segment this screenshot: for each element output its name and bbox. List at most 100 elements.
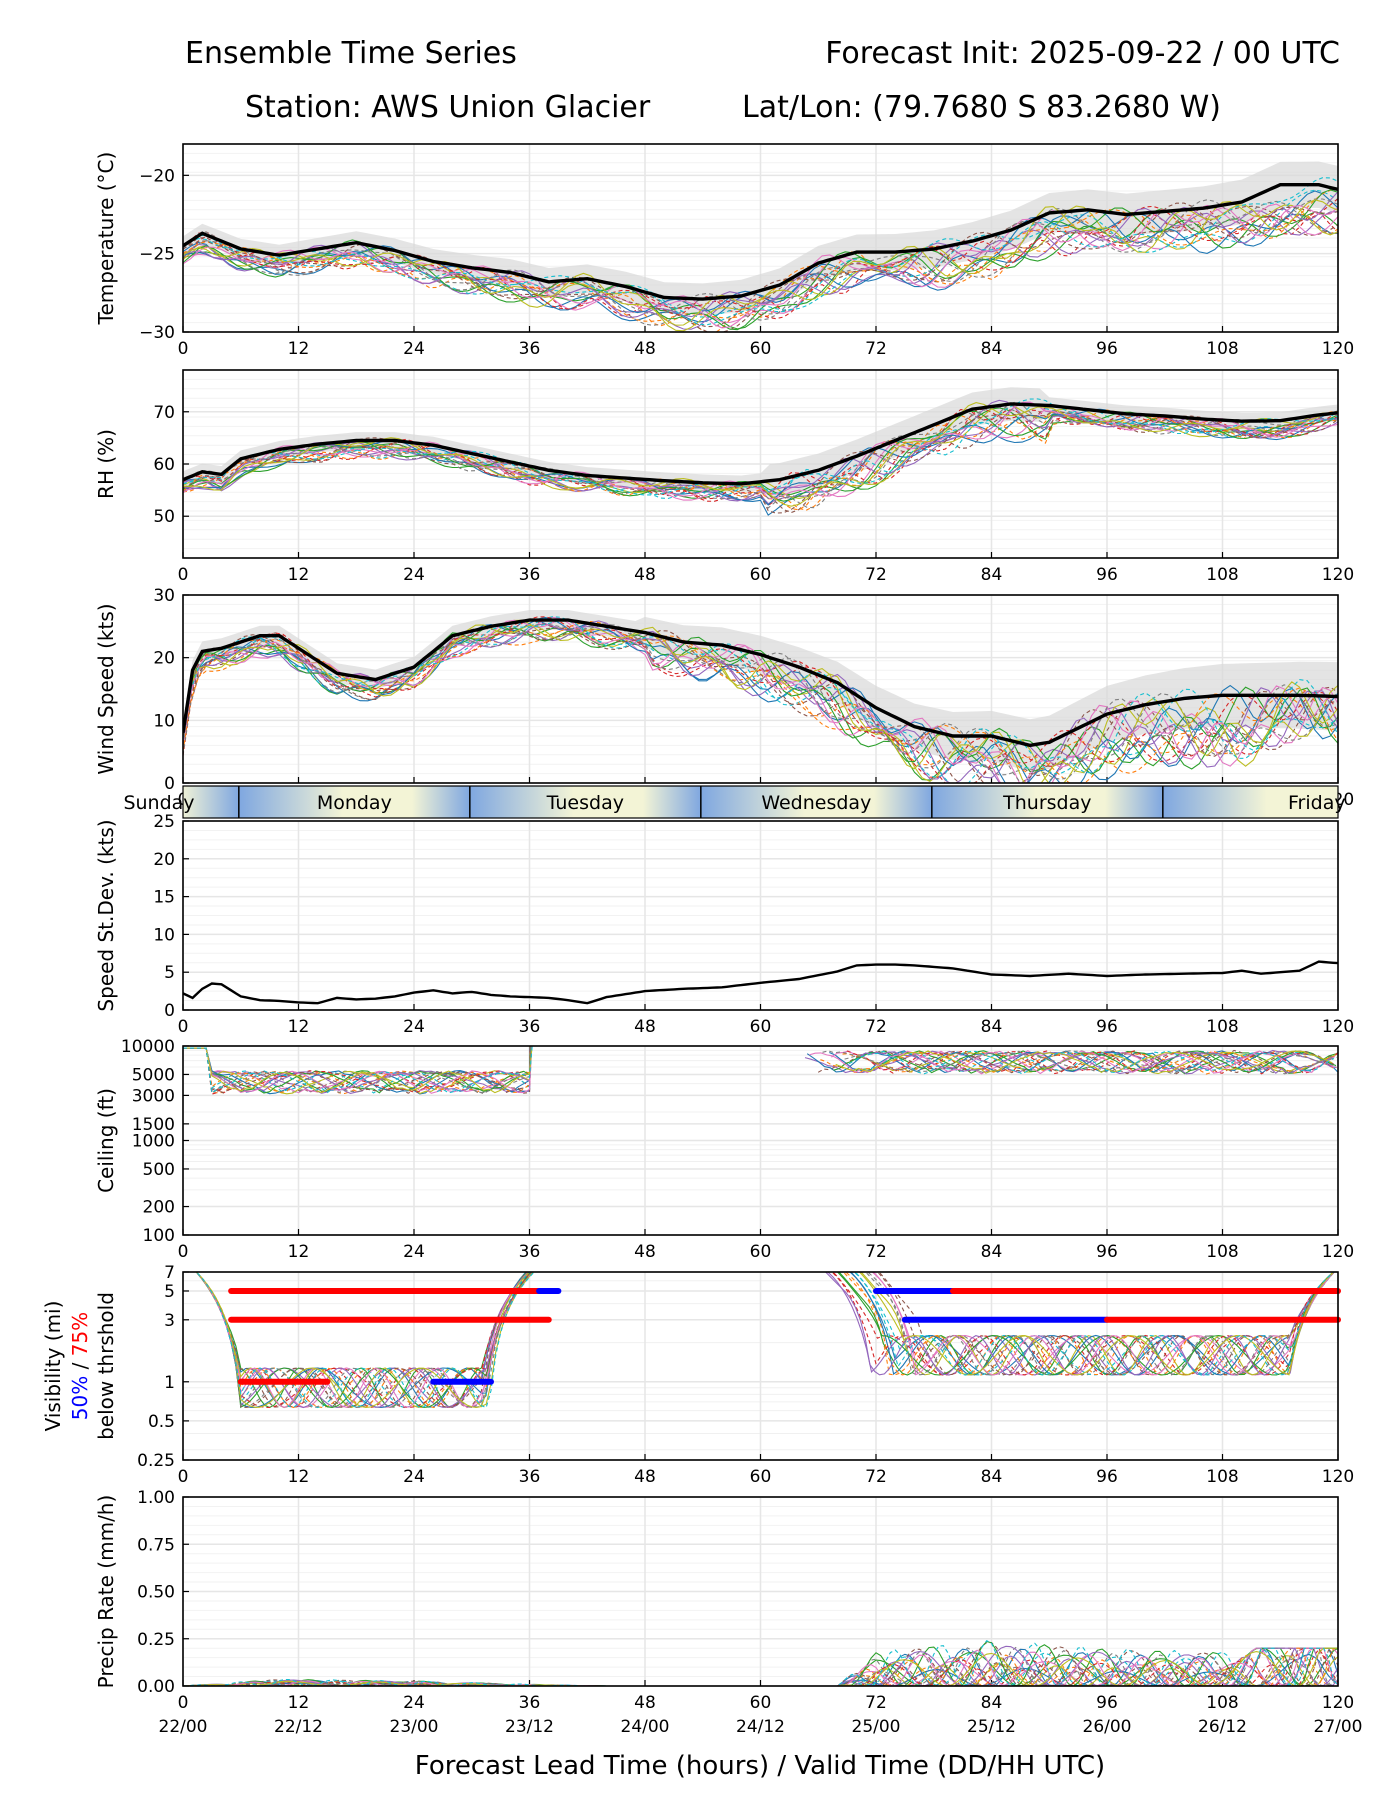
x-tick-label: 48 (634, 339, 656, 359)
valid-time-label: 22/12 (274, 1717, 323, 1737)
threshold-bars (228, 1287, 1341, 1385)
ceiling-member-line (822, 1050, 1337, 1075)
x-tick-label: 120 (1322, 1467, 1354, 1487)
y-tick-label: 5 (164, 1282, 175, 1302)
day-strip: Sunday Monday Tuesday Wednesday Thursday Frid… (123, 785, 1346, 819)
y-tick-label: 1000 (132, 1132, 175, 1152)
x-tick-label: 24 (403, 565, 425, 585)
x-tick-label: 48 (634, 565, 656, 585)
ceiling-member-line (183, 1046, 531, 1094)
ensemble-member-line (183, 620, 1338, 779)
y-tick-label: 5 (164, 963, 175, 983)
visibility-member-line (866, 1272, 1335, 1376)
y-tick-label: 10 (153, 711, 175, 731)
visibility-member-line (195, 1272, 533, 1409)
y-tick-label: 1 (164, 1373, 175, 1393)
ensemble-mean-line (183, 618, 1338, 748)
x-tick-label: 96 (1096, 565, 1118, 585)
ensemble-member-line (183, 616, 1338, 783)
x-tick-label: 12 (288, 565, 310, 585)
x-tick-label: 60 (750, 1017, 772, 1037)
x-tick-label: 48 (634, 1693, 656, 1713)
ensemble-member-line (183, 177, 1338, 326)
spread-band (183, 161, 1338, 315)
ceiling-member-line (183, 1046, 532, 1093)
y-tick-label: 0.00 (137, 1677, 175, 1697)
day-band (1162, 786, 1338, 818)
y-tick-label: 1.00 (137, 1488, 175, 1508)
stdev-line (182, 960, 1339, 1005)
x-tick-label: 0 (178, 565, 189, 585)
x-tick-label: 108 (1206, 565, 1238, 585)
y-tick-label: −25 (139, 245, 175, 265)
ensemble-member-line (183, 620, 1338, 780)
rh-ylabel: RH (%) (94, 429, 118, 499)
ceiling-member-line (835, 1050, 1333, 1074)
x-tick-label: 0 (178, 1017, 189, 1037)
visibility-member-line (195, 1272, 534, 1409)
y-tick-label: −20 (139, 166, 175, 186)
ensemble-member-line (183, 204, 1338, 329)
ceiling-member-line (817, 1049, 1338, 1075)
x-tick-label: 60 (750, 1693, 772, 1713)
x-tick-label: 96 (1096, 1242, 1118, 1262)
x-tick-label: 24 (403, 1467, 425, 1487)
x-tick-label: 24 (403, 1017, 425, 1037)
ensemble-member-line (183, 408, 1338, 507)
visibility-member-line (858, 1272, 1335, 1376)
chart-header: Ensemble Time Series Forecast Init: 2025… (185, 36, 1340, 125)
x-tick-label: 96 (1096, 1017, 1118, 1037)
visibility-legend-line: 50% / 75% (68, 1312, 92, 1420)
visibility-member-line (853, 1272, 1335, 1376)
x-tick-label: 108 (1206, 1017, 1238, 1037)
y-tick-label: 20 (153, 850, 175, 870)
day-label: Wednesday (761, 792, 871, 814)
x-tick-label: 12 (288, 1467, 310, 1487)
y-tick-label: 15 (153, 888, 175, 908)
x-tick-label: 36 (519, 565, 541, 585)
ensemble-mean-line (183, 402, 1338, 486)
ceiling-member-line (183, 1046, 533, 1094)
ensemble-mean-line (183, 183, 1338, 301)
x-tick-label: 24 (403, 339, 425, 359)
day-label: Tuesday (546, 792, 624, 814)
precip-member-line (183, 1647, 1338, 1686)
y-tick-label: 0.25 (137, 1451, 175, 1471)
visibility-member-line (195, 1272, 535, 1409)
x-tick-label: 60 (750, 339, 772, 359)
x-tick-label: 36 (519, 1467, 541, 1487)
ceiling-member-line (833, 1050, 1337, 1074)
x-tick-label: 12 (288, 339, 310, 359)
rh-panel: 50 60 70 0 12 24 36 48 60 72 84 96 108 120 RH (%) (94, 369, 1354, 585)
y-tick-label: 500 (143, 1160, 175, 1180)
visibility-member-line (195, 1272, 535, 1409)
x-tick-label: 60 (750, 1242, 772, 1262)
x-tick-label: 84 (981, 1693, 1003, 1713)
x-tick-label: 0 (178, 1693, 189, 1713)
valid-time-label: 25/12 (967, 1717, 1016, 1737)
x-tick-label: 36 (519, 1693, 541, 1713)
ensemble-member-line (183, 198, 1338, 321)
ceiling-member-line (848, 1050, 1335, 1075)
valid-time-label: 24/00 (621, 1717, 670, 1737)
x-tick-label: 36 (519, 1017, 541, 1037)
speed_stdev-panel: 0 5 10 15 20 25 0 12 24 36 48 60 72 84 96 108 120 Speed S… (94, 812, 1354, 1037)
x-tick-label: 36 (519, 339, 541, 359)
ensemble-member-line (183, 408, 1338, 506)
visibility-panel: 0.25 0.5 1 3 57 0 12 24 36 48 60 72 84 96 108 120 Visibi… (41, 1263, 1354, 1487)
x-tick-label: 84 (981, 1467, 1003, 1487)
ceiling-member-line (183, 1046, 533, 1094)
visibility-members (195, 1272, 1336, 1409)
spread-band (183, 610, 1338, 772)
wind_speed-ylabel: Wind Speed (kts) (94, 603, 118, 774)
temperature-panel: −30 −25 −20 0 12 24 36 48 60 72 84 96 108 120 Temperat… (94, 143, 1354, 359)
x-tick-label: 24 (403, 1242, 425, 1262)
legend-part: 50% (68, 1376, 92, 1420)
x-tick-label: 72 (865, 1017, 887, 1037)
x-tick-label: 120 (1322, 1017, 1354, 1037)
valid-time-label: 23/00 (390, 1717, 439, 1737)
visibility-sub-label: below thrshold (94, 1292, 118, 1440)
y-tick-label: 0 (164, 774, 175, 794)
ensemble-member-line (183, 200, 1338, 326)
ceiling-member-line (183, 1046, 531, 1093)
